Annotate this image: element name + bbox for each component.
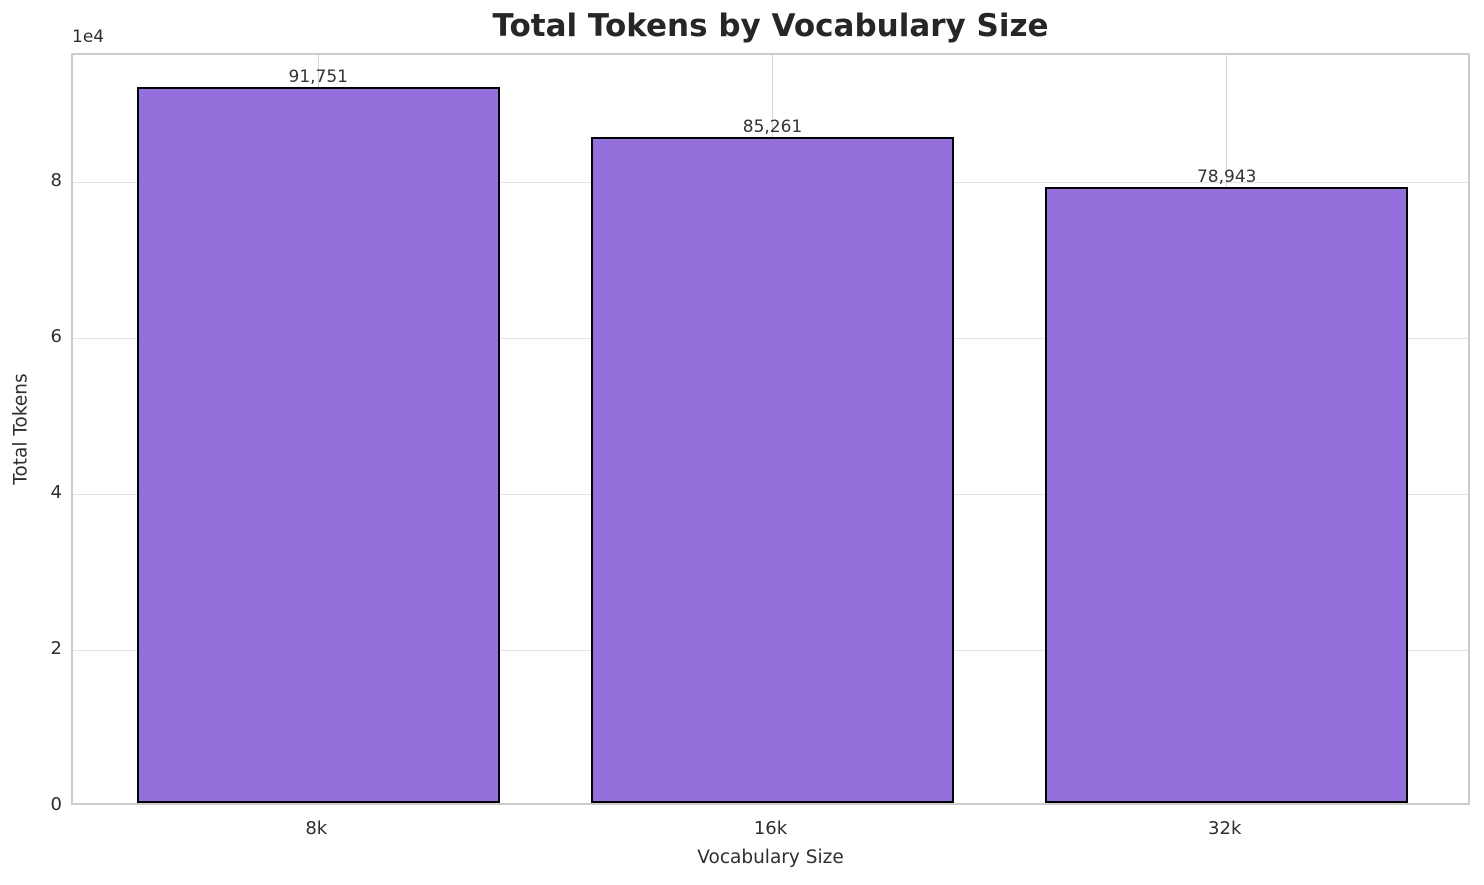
- bar-32k: [1045, 186, 1409, 803]
- bar-value-label-16k: 85,261: [742, 117, 803, 138]
- chart-title: Total Tokens by Vocabulary Size: [492, 8, 1049, 44]
- bar-value-label-8k: 91,751: [288, 66, 348, 87]
- y-tick-label-8: 8: [50, 169, 62, 191]
- y-axis-label: Total Tokens: [10, 373, 32, 485]
- x-axis-label: Vocabulary Size: [697, 847, 844, 868]
- y-tick-label-6: 6: [50, 325, 62, 347]
- bar-16k: [590, 137, 955, 803]
- y-tick-label-0: 0: [50, 794, 62, 815]
- y-axis-offset-label: 1e4: [72, 27, 105, 47]
- x-tick-label-8k: 8k: [305, 818, 328, 839]
- y-tick-label-2: 2: [50, 637, 62, 659]
- plot-area: 91,751 85,261 78,943: [71, 53, 1470, 805]
- x-tick-label-16k: 16k: [753, 818, 788, 839]
- y-tick-label-4: 4: [50, 481, 62, 503]
- bar-value-label-32k: 78,943: [1196, 166, 1257, 187]
- bar-8k: [136, 86, 500, 803]
- x-tick-label-32k: 32k: [1208, 818, 1242, 839]
